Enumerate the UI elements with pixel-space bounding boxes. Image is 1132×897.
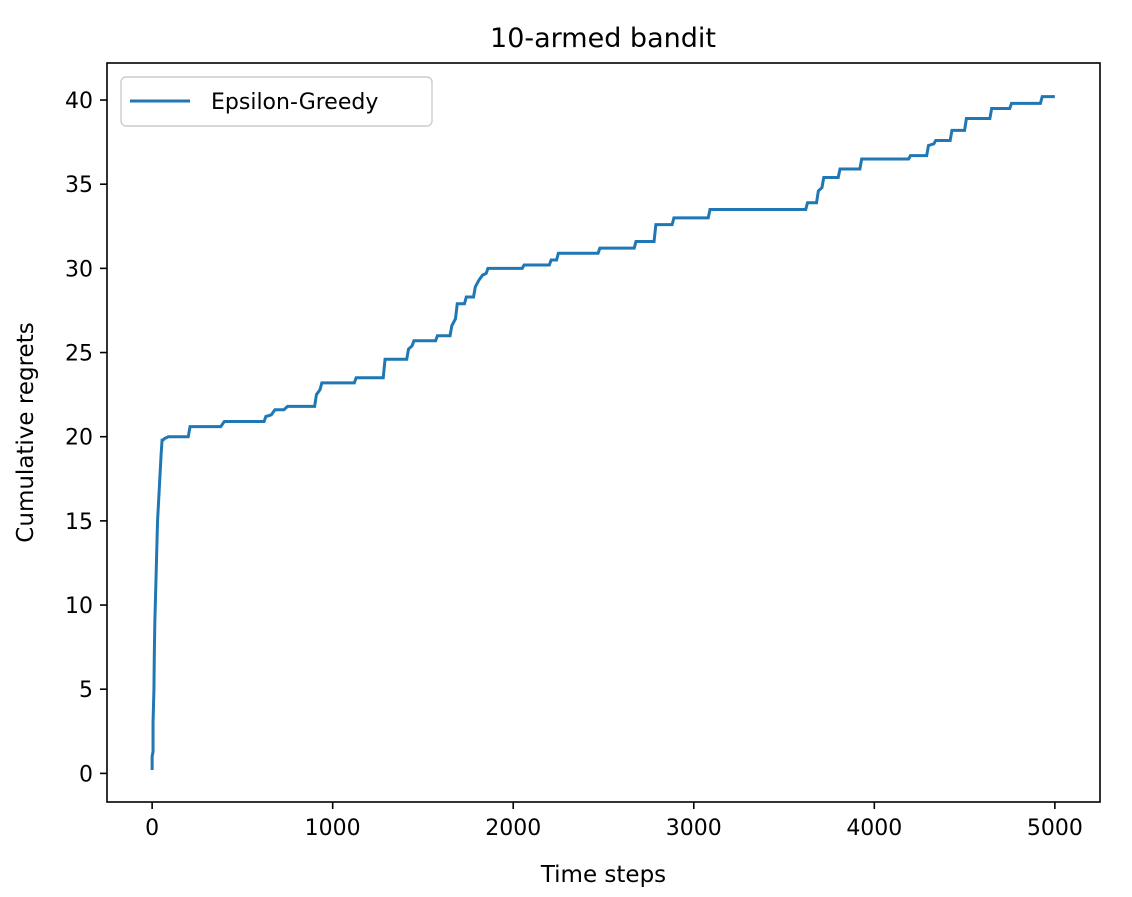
y-tick-label: 30	[65, 257, 93, 282]
legend-box	[120, 76, 433, 127]
x-tick-label: 3000	[666, 816, 722, 841]
y-tick-label: 10	[65, 594, 93, 619]
y-tick-label: 20	[65, 426, 93, 451]
y-axis-label: Cumulative regrets	[13, 322, 39, 542]
y-tick-label: 25	[65, 342, 93, 367]
legend-label: Epsilon-Greedy	[211, 90, 378, 115]
x-axis: 0 1000 2000 3000 4000 5000	[145, 802, 1083, 841]
y-tick-label: 15	[65, 510, 93, 535]
x-axis-label: Time steps	[540, 862, 666, 888]
x-tick-label: 4000	[846, 816, 902, 841]
plot-frame	[106, 62, 1101, 803]
y-axis: 0 5 10 15 20 25 30 35 40	[65, 89, 107, 787]
y-tick-label: 5	[79, 678, 93, 703]
y-tick-label: 40	[65, 89, 93, 114]
x-tick-label: 0	[145, 816, 159, 841]
x-tick-label: 5000	[1027, 816, 1083, 841]
legend: Epsilon-Greedy	[120, 76, 433, 127]
x-tick-label: 2000	[485, 816, 541, 841]
x-tick-label: 1000	[305, 816, 361, 841]
series-line-0	[150, 95, 1055, 771]
chart-title: 10-armed bandit	[490, 23, 716, 54]
y-tick-label: 0	[79, 762, 93, 787]
y-tick-label: 35	[65, 173, 93, 198]
plot-area	[150, 95, 1055, 771]
